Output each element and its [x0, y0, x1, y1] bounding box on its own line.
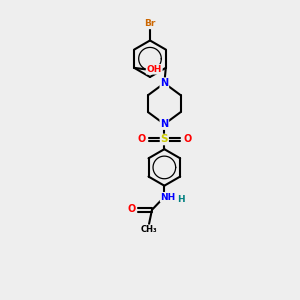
- Text: H: H: [177, 195, 184, 204]
- Text: O: O: [127, 204, 136, 214]
- Text: OH: OH: [146, 65, 162, 74]
- Text: Br: Br: [144, 20, 156, 28]
- Text: CH₃: CH₃: [141, 225, 157, 234]
- Text: NH: NH: [160, 193, 176, 202]
- Text: O: O: [137, 134, 146, 145]
- Text: O: O: [183, 134, 191, 145]
- Text: N: N: [160, 78, 168, 88]
- Text: S: S: [160, 134, 168, 145]
- Text: N: N: [160, 119, 168, 129]
